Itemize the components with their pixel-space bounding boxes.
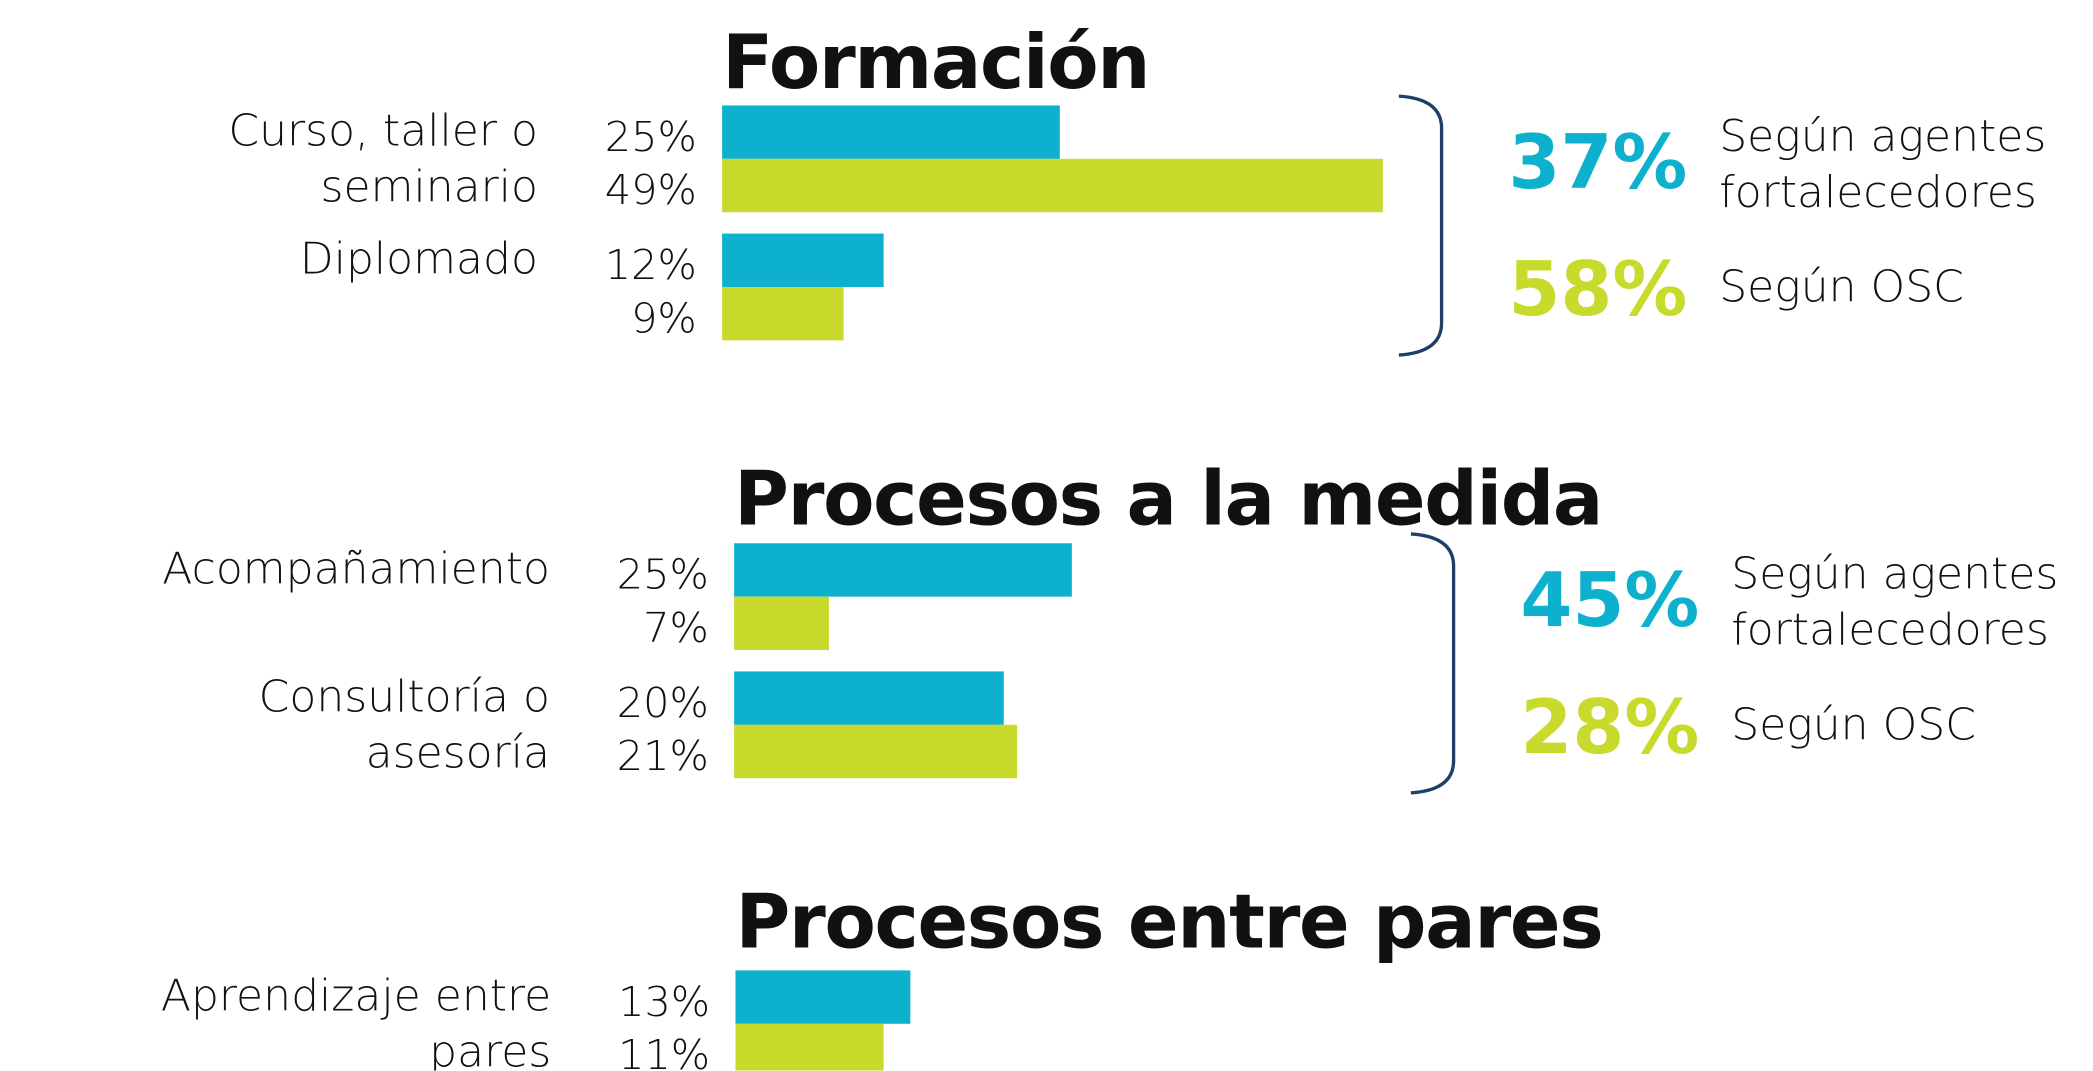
- category-label: Acompañamiento: [162, 541, 550, 594]
- bar: [735, 1023, 884, 1071]
- bar: [735, 970, 911, 1024]
- value-label: 21%: [616, 732, 709, 781]
- value-label: 12%: [604, 241, 697, 290]
- bar: [722, 286, 844, 341]
- summary-value: 45%: [1520, 557, 1700, 645]
- value-label: 25%: [604, 113, 697, 162]
- bar: [734, 671, 1004, 725]
- category-label: Aprendizaje entre pares: [160, 969, 552, 1071]
- category-label: Diplomado: [299, 232, 538, 285]
- bar: [734, 543, 1072, 597]
- summary-text: Según agentes fortalecedores: [1719, 109, 2047, 218]
- summary-text: Según agentes fortalecedores: [1731, 547, 2059, 656]
- summary-text: Según OSC: [1719, 260, 1964, 313]
- category-label: Curso, taller o seminario: [228, 104, 538, 213]
- bar: [722, 158, 1383, 213]
- value-label: 20%: [616, 679, 709, 728]
- value-label: 11%: [618, 1031, 711, 1071]
- summary-text: Según OSC: [1731, 698, 1976, 751]
- summary-value: 37%: [1508, 120, 1688, 207]
- summary-value: 58%: [1508, 246, 1688, 334]
- bar: [734, 724, 1018, 779]
- value-label: 13%: [618, 978, 711, 1027]
- bar: [722, 233, 884, 287]
- value-label: 9%: [631, 294, 697, 344]
- bracket: [1398, 94, 1444, 357]
- category-label: Consultoría o asesoría: [258, 670, 550, 779]
- value-label: 49%: [604, 166, 697, 215]
- value-label: 7%: [643, 604, 709, 653]
- bar: [722, 105, 1060, 159]
- chart-title: Procesos entre pares: [735, 879, 1603, 967]
- chart-title: Formación: [722, 20, 1150, 107]
- bar: [734, 596, 829, 651]
- value-label: 25%: [616, 551, 709, 600]
- chart-title: Procesos a la medida: [734, 456, 1603, 544]
- summary-value: 28%: [1520, 684, 1700, 772]
- bracket: [1410, 532, 1456, 795]
